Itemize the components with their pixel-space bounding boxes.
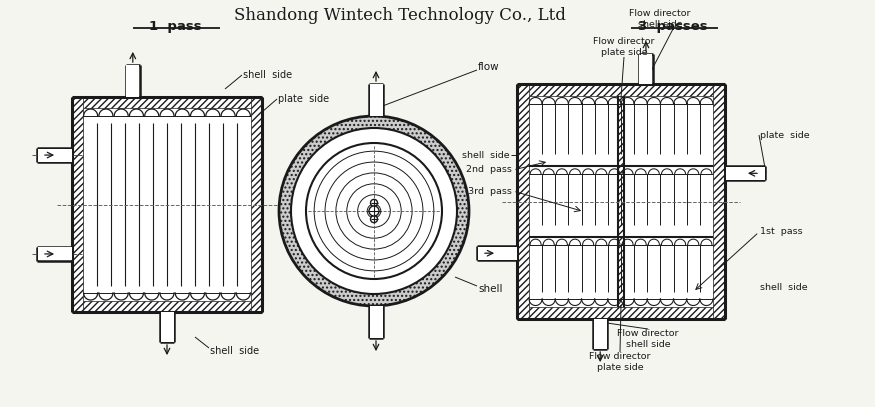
Bar — [618, 96, 624, 307]
Text: shell  side: shell side — [760, 282, 808, 291]
Text: shell  side: shell side — [243, 70, 292, 80]
Bar — [517, 84, 725, 96]
Bar — [72, 97, 262, 312]
Text: Shandong Wintech Technology Co., Ltd: Shandong Wintech Technology Co., Ltd — [234, 7, 566, 24]
Bar — [369, 84, 382, 116]
Text: flow: flow — [478, 62, 500, 72]
Bar — [517, 84, 529, 319]
Bar — [251, 97, 262, 312]
Text: Flow director
shell side: Flow director shell side — [617, 329, 679, 349]
Bar — [478, 247, 516, 260]
Text: 2nd  pass: 2nd pass — [466, 166, 512, 175]
Text: Flow director
shell side: Flow director shell side — [629, 9, 690, 29]
Text: shell  side: shell side — [462, 151, 510, 160]
Text: shell: shell — [478, 284, 502, 294]
Bar — [38, 149, 72, 162]
Bar — [369, 306, 382, 337]
Text: 3  passes: 3 passes — [638, 20, 708, 33]
Circle shape — [291, 128, 457, 294]
Circle shape — [370, 199, 377, 206]
Bar — [160, 312, 173, 341]
Bar — [38, 247, 72, 260]
Text: plate  side: plate side — [760, 131, 809, 140]
Circle shape — [306, 143, 442, 279]
Text: plate  side: plate side — [278, 94, 329, 104]
Bar — [594, 319, 606, 348]
Bar — [126, 65, 139, 96]
Bar — [713, 84, 725, 319]
Bar — [72, 97, 262, 108]
Text: 1st  pass: 1st pass — [760, 228, 802, 236]
Bar — [72, 301, 262, 312]
Text: 1  pass: 1 pass — [149, 20, 201, 33]
Text: 3rd  pass: 3rd pass — [468, 186, 512, 195]
Text: Flow director
plate side: Flow director plate side — [589, 352, 651, 372]
Bar — [725, 167, 765, 180]
Bar — [72, 97, 83, 312]
Circle shape — [370, 216, 377, 223]
Text: shell  side: shell side — [210, 346, 259, 356]
Circle shape — [369, 206, 379, 216]
Text: Flow director
plate side: Flow director plate side — [593, 37, 654, 57]
Bar — [517, 307, 725, 319]
Bar — [640, 54, 653, 83]
Bar — [517, 84, 725, 319]
Circle shape — [279, 116, 469, 306]
